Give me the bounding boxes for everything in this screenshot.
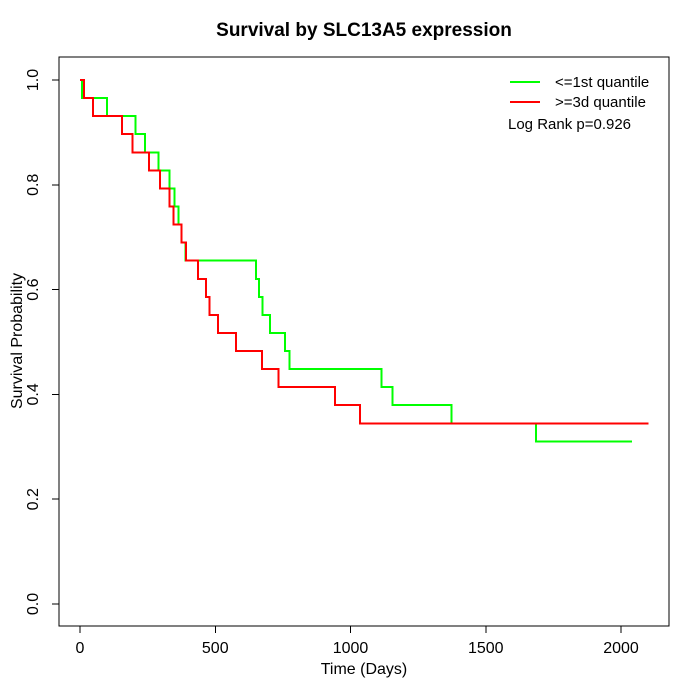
- y-axis-label: Survival Probability: [9, 272, 26, 410]
- legend-line-red-icon: [510, 101, 540, 103]
- log-rank-annotation: Log Rank p=0.926: [508, 116, 632, 133]
- legend-item-first-quantile: <=1st quantile: [510, 72, 649, 92]
- x-tick-label: 1500: [468, 640, 504, 657]
- y-tick-label: 0.4: [25, 383, 42, 405]
- y-tick-label: 0.8: [25, 174, 42, 196]
- legend-item-third-quantile: >=3d quantile: [510, 92, 649, 112]
- km-curve-0: [80, 79, 632, 443]
- y-tick-label: 0.2: [25, 488, 42, 510]
- x-tick-label: 0: [76, 640, 85, 657]
- legend-label-third-quantile: >=3d quantile: [555, 93, 646, 111]
- km-curve-1: [80, 79, 649, 425]
- legend-label-first-quantile: <=1st quantile: [555, 73, 650, 91]
- x-tick-label: 2000: [603, 640, 639, 657]
- x-tick-label: 1000: [333, 640, 369, 657]
- y-tick-label: 1.0: [25, 69, 42, 91]
- legend-line-green-icon: [510, 81, 540, 83]
- x-tick-label: 500: [202, 640, 229, 657]
- legend: <=1st quantile >=3d quantile: [510, 72, 649, 112]
- y-tick-label: 0.0: [25, 593, 42, 615]
- chart-title: Survival by SLC13A5 expression: [216, 20, 512, 41]
- plot-border: [58, 56, 670, 627]
- x-axis-label: Time (Days): [320, 661, 408, 678]
- y-tick-label: 0.6: [25, 278, 42, 300]
